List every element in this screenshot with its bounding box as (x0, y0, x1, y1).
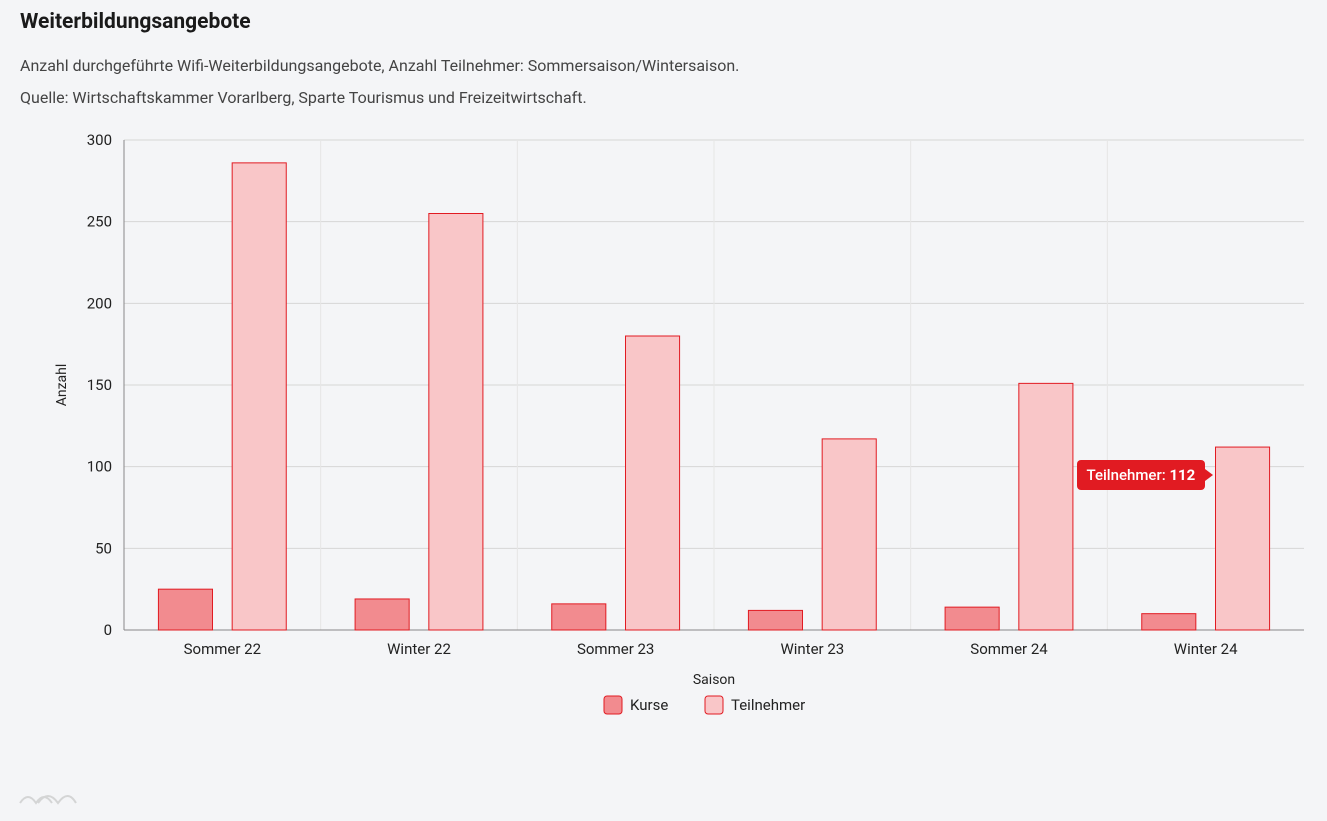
x-tick-label: Winter 22 (387, 640, 451, 658)
y-tick-label: 100 (87, 458, 112, 476)
page-title: Weiterbildungsangebote (20, 10, 1307, 34)
y-tick-label: 150 (87, 376, 112, 394)
y-axis-label: Anzahl (54, 364, 70, 407)
x-tick-label: Sommer 24 (970, 640, 1048, 658)
bar-teilnehmer[interactable] (626, 336, 680, 630)
bar-chart[interactable]: 0 50 100 150 200 250 300 Sommer 22 Winter 22 Somm… (20, 130, 1307, 740)
y-tick-label: 200 (87, 294, 112, 312)
x-tick-label: Sommer 22 (184, 640, 261, 658)
bar-teilnehmer[interactable] (429, 214, 483, 631)
y-tick-label: 0 (104, 621, 112, 639)
page: Weiterbildungsangebote Anzahl durchgefüh… (0, 0, 1327, 821)
x-tick-label: Winter 23 (780, 640, 844, 658)
y-tick-label: 50 (95, 539, 112, 557)
x-tick-label: Sommer 23 (577, 640, 654, 658)
description-line-2: Quelle: Wirtschaftskammer Vorarlberg, Sp… (20, 86, 1307, 110)
description-line-1: Anzahl durchgeführte Wifi-Weiterbildungs… (20, 54, 1307, 78)
legend-swatch[interactable] (604, 696, 622, 714)
legend-swatch[interactable] (705, 696, 723, 714)
legend-label[interactable]: Kurse (630, 696, 668, 714)
bar-kurse[interactable] (158, 589, 212, 630)
x-tick-label: Winter 24 (1174, 640, 1238, 658)
bar-kurse[interactable] (748, 610, 802, 630)
bar-kurse[interactable] (1142, 614, 1196, 630)
bar-kurse[interactable] (552, 604, 606, 630)
bar-kurse[interactable] (355, 599, 409, 630)
y-tick-label: 250 (87, 213, 112, 231)
x-axis-label: Saison (693, 672, 735, 688)
bar-kurse[interactable] (945, 607, 999, 630)
watermark-icon (18, 787, 78, 807)
bar-teilnehmer[interactable] (1019, 383, 1073, 630)
y-tick-label: 300 (87, 131, 112, 149)
bar-teilnehmer[interactable] (232, 163, 286, 630)
bar-teilnehmer[interactable] (1216, 447, 1270, 630)
chart-area: 0 50 100 150 200 250 300 Sommer 22 Winter 22 Somm… (20, 130, 1307, 740)
legend-label[interactable]: Teilnehmer (731, 696, 805, 714)
bar-teilnehmer[interactable] (822, 439, 876, 630)
